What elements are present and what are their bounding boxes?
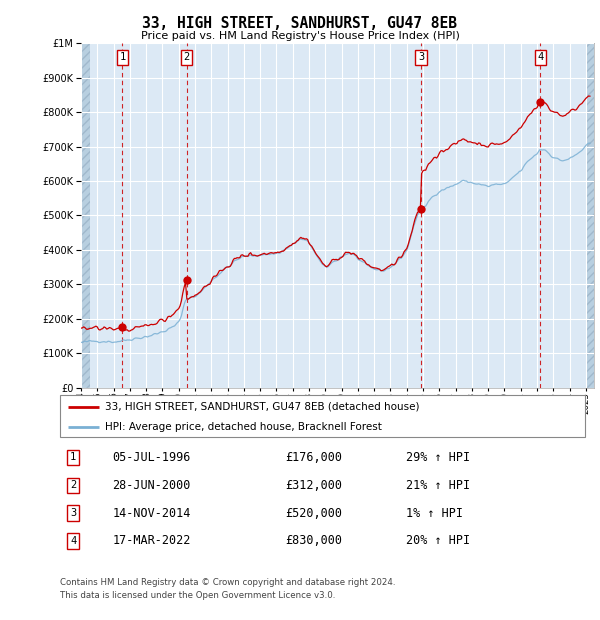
Text: Contains HM Land Registry data © Crown copyright and database right 2024.: Contains HM Land Registry data © Crown c… (60, 578, 395, 587)
Text: 2: 2 (70, 480, 76, 490)
Text: 17-MAR-2022: 17-MAR-2022 (113, 534, 191, 547)
Text: 4: 4 (537, 52, 544, 62)
Text: 1: 1 (70, 452, 76, 463)
Bar (586, 43, 594, 388)
Text: 29% ↑ HPI: 29% ↑ HPI (407, 451, 470, 464)
Text: 28-JUN-2000: 28-JUN-2000 (113, 479, 191, 492)
Text: 3: 3 (70, 508, 76, 518)
FancyBboxPatch shape (60, 395, 585, 437)
Text: 2: 2 (184, 52, 190, 62)
Text: £830,000: £830,000 (286, 534, 343, 547)
Text: £312,000: £312,000 (286, 479, 343, 492)
Bar (586, 43, 594, 388)
Text: 4: 4 (70, 536, 76, 546)
Text: Price paid vs. HM Land Registry's House Price Index (HPI): Price paid vs. HM Land Registry's House … (140, 31, 460, 41)
Bar (81, 43, 91, 388)
Text: 05-JUL-1996: 05-JUL-1996 (113, 451, 191, 464)
Text: £520,000: £520,000 (286, 507, 343, 520)
Text: 20% ↑ HPI: 20% ↑ HPI (407, 534, 470, 547)
Text: 33, HIGH STREET, SANDHURST, GU47 8EB: 33, HIGH STREET, SANDHURST, GU47 8EB (143, 16, 458, 31)
Text: 1% ↑ HPI: 1% ↑ HPI (407, 507, 464, 520)
Text: 3: 3 (418, 52, 424, 62)
Bar (81, 43, 91, 388)
Text: 1: 1 (119, 52, 125, 62)
Text: £176,000: £176,000 (286, 451, 343, 464)
Text: HPI: Average price, detached house, Bracknell Forest: HPI: Average price, detached house, Brac… (104, 422, 382, 432)
Text: This data is licensed under the Open Government Licence v3.0.: This data is licensed under the Open Gov… (60, 591, 335, 600)
Text: 21% ↑ HPI: 21% ↑ HPI (407, 479, 470, 492)
Text: 14-NOV-2014: 14-NOV-2014 (113, 507, 191, 520)
Text: 33, HIGH STREET, SANDHURST, GU47 8EB (detached house): 33, HIGH STREET, SANDHURST, GU47 8EB (de… (104, 402, 419, 412)
